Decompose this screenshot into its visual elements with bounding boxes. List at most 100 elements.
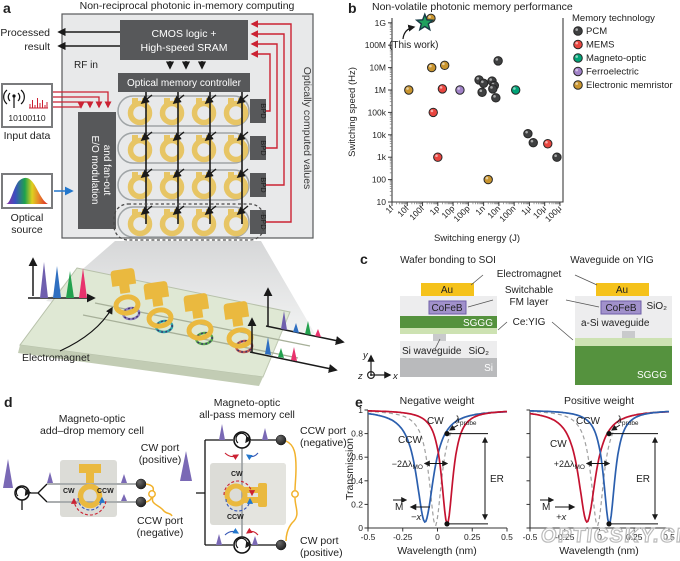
electromagnet-label: Electromagnet: [22, 352, 90, 364]
all-pass-title: Magneto-optic: [214, 397, 281, 409]
svg-text:CMOS logic +: CMOS logic +: [151, 28, 216, 40]
curve-ccw: [367, 410, 507, 524]
ring-resonator: [223, 100, 249, 126]
data-point-ferroelectric: [455, 85, 465, 95]
svg-text:0.6: 0.6: [351, 452, 363, 462]
bpd-detector: BPD: [250, 173, 268, 197]
data-point-pcm: [491, 93, 501, 103]
rf-comb-icon: [29, 98, 48, 109]
data-point-electronic-memristor: [427, 62, 437, 73]
legend-dot: [573, 53, 583, 63]
svg-text:0: 0: [435, 532, 440, 542]
svg-text:z: z: [357, 371, 363, 382]
data-point-mems: [543, 139, 553, 149]
input-pulse: [3, 459, 13, 488]
svg-text:100p: 100p: [451, 203, 472, 224]
fiber-loop: [145, 483, 173, 517]
svg-text:1n: 1n: [473, 203, 487, 217]
magnetization-label: M: [395, 502, 403, 513]
svg-text:10M: 10M: [369, 63, 386, 73]
negative-weight-title: Negative weight: [400, 395, 475, 407]
data-point-mems: [428, 107, 438, 118]
data-point-pcm: [493, 56, 503, 66]
panel-a: a Non-reciprocal photonic in-memory comp…: [0, 0, 345, 386]
ring-resonator: [159, 174, 185, 200]
negative-weight-plot: 0 0.2 0.4 0.6 0.8 1 -0.5 -0.25 0 0.25 0.5: [351, 405, 513, 542]
ceyig-layer: [400, 328, 497, 334]
svg-text:100: 100: [372, 175, 386, 185]
rf-in-label: RF in: [74, 60, 98, 71]
legend-item-label: Electronic memristor: [586, 80, 673, 91]
svg-text:(positive): (positive): [139, 454, 182, 466]
photodetector: [275, 434, 287, 446]
optical-source-box: [1, 173, 53, 209]
computed-value-line: [250, 30, 285, 186]
svg-text:CoFeB: CoFeB: [431, 303, 462, 314]
field-direction-label: −x: [411, 512, 423, 523]
antenna-icon: [3, 89, 25, 108]
lambda-probe-label: λprobe: [454, 415, 477, 427]
electromagnet-3d: [110, 268, 141, 321]
curve-cw: [368, 410, 508, 526]
legend-item-label: Ferroelectric: [586, 67, 639, 78]
transmission-axis-label: Transmission: [344, 438, 356, 500]
data-point-mems: [433, 152, 443, 162]
cmos-sram-block: CMOS logic + High-speed SRAM: [120, 20, 248, 60]
ring-resonator: [159, 137, 185, 163]
cw-curve-label: CW: [550, 439, 567, 450]
curve-cw: [529, 410, 669, 524]
processed-result-label: Processed: [0, 27, 50, 39]
circulator-icon: [14, 485, 30, 501]
legend-dot: [573, 26, 583, 36]
ring-resonator: [191, 211, 217, 237]
switchable-fm-callout: Switchable: [505, 285, 554, 296]
lambda-probe-label: λprobe: [616, 415, 639, 427]
svg-text:Au: Au: [616, 285, 628, 296]
svg-text:SiO₂: SiO₂: [468, 346, 489, 357]
panel-d: d Magneto-optic add–drop memory cell Mag…: [3, 394, 347, 559]
svg-text:(positive): (positive): [300, 547, 343, 559]
svg-text:100f: 100f: [407, 203, 426, 222]
er-label: ER: [490, 474, 504, 485]
computed-value-line: [250, 20, 292, 223]
panel-d-label: d: [4, 394, 13, 410]
ring-resonator: [223, 174, 249, 200]
wavelength-axis-label: Wavelength (nm): [397, 545, 477, 557]
x-axis-label: Switching energy (J): [434, 233, 520, 244]
zoom-highlight-dashed-box: [113, 203, 265, 241]
svg-text:BPD: BPD: [259, 140, 268, 156]
panel-a-title: Non-reciprocal photonic in-memory comput…: [80, 0, 295, 12]
legend-dot: [573, 66, 583, 77]
cw-port-label: CW port: [300, 535, 339, 547]
panel-c: c Wafer bonding to SOI Waveguide on YIG …: [357, 251, 672, 385]
data-point-pcm: [477, 87, 487, 97]
svg-text:0.4: 0.4: [351, 476, 363, 486]
electromagnet-pad: [258, 483, 267, 507]
legend-item-label: PCM: [586, 26, 607, 37]
soi-title: Wafer bonding to SOI: [400, 255, 496, 266]
optical-memory-controller-block: Optical memory controller: [118, 73, 250, 92]
svg-text:1M: 1M: [374, 85, 386, 95]
svg-text:SiO₂: SiO₂: [646, 301, 667, 312]
yig-stack: Au SiO₂ CoFeB a-Si waveguide SGGG: [575, 283, 672, 385]
cw-curve-label: CW: [427, 416, 444, 427]
svg-text:-0.5: -0.5: [523, 532, 538, 542]
legend-title: Memory technology: [572, 13, 655, 24]
svg-text:CoFeB: CoFeB: [605, 303, 636, 314]
ring-resonator: [127, 100, 153, 126]
panel-e-line-charts: e Negative weight Positive weight Transm…: [344, 394, 675, 557]
add-drop-cell-diagram: CW CCW CW port (positive) CCW port (nega…: [3, 442, 183, 539]
ccw-port-label: CCW port: [137, 515, 183, 527]
au-electrode: [596, 283, 649, 296]
svg-text:1μ: 1μ: [519, 203, 533, 217]
data-point-mems: [437, 84, 448, 94]
curve-initial: [368, 410, 507, 527]
computed-value-line: [250, 40, 278, 149]
magnetization-label: M: [542, 502, 550, 513]
wavelength-axis-label: Wavelength (nm): [559, 545, 639, 557]
eo-modulation-block: E/O modulation and fan-out: [78, 112, 116, 229]
data-point-pcm: [528, 137, 538, 148]
legend-item-label: Magneto-optic: [586, 53, 646, 64]
data-point-pcm: [552, 152, 562, 162]
si-waveguide-core: [433, 334, 446, 341]
